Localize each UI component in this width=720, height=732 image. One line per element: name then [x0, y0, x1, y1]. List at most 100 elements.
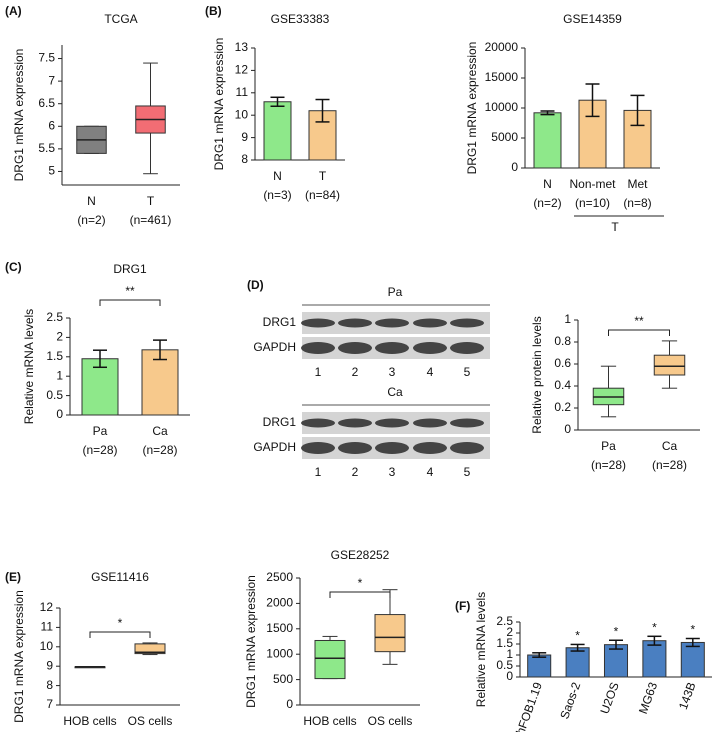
- panel-label: (D): [247, 278, 264, 292]
- significance-bracket: [329, 591, 391, 598]
- box: [653, 354, 686, 376]
- y-tick-label: 7: [48, 73, 55, 87]
- y-tick-label: 1500: [266, 621, 293, 635]
- y-axis-label: DRG1 mRNA expression: [465, 42, 479, 175]
- chart-title: GSE14359: [563, 12, 622, 26]
- lane-label: 5: [464, 365, 471, 379]
- chart-title: GSE33383: [271, 12, 330, 26]
- band: [413, 318, 447, 328]
- y-tick-label: 2.5: [496, 614, 513, 628]
- bar-annotation: *: [575, 629, 580, 643]
- significance-bracket: [608, 329, 670, 336]
- lane-label: 2: [352, 365, 359, 379]
- lane-label: 2: [352, 465, 359, 479]
- y-tick-label: 1: [564, 312, 571, 326]
- x-tick-label: 143B: [676, 680, 699, 711]
- y-tick-label: 5000: [491, 130, 518, 144]
- y-tick-label: 8: [46, 678, 53, 692]
- x-tick-label: HOB cells: [303, 714, 356, 728]
- bar: [680, 641, 705, 678]
- y-tick-label: 0.5: [46, 388, 63, 402]
- x-tick-label: MG63: [636, 680, 660, 716]
- significance: *: [118, 616, 123, 630]
- x-tick-label: hFOB1.19: [513, 680, 545, 732]
- y-tick-label: 11: [236, 85, 249, 99]
- category-note: (n=28): [82, 443, 117, 457]
- y-tick-label: 1: [506, 647, 513, 661]
- lane-label: 3: [389, 365, 396, 379]
- band: [450, 418, 484, 428]
- category-note: (n=84): [305, 188, 340, 202]
- y-tick-label: 0: [511, 160, 518, 174]
- y-tick-label: 11: [41, 620, 54, 634]
- bar: [263, 101, 292, 161]
- group-name: Ca: [387, 385, 403, 399]
- box: [374, 614, 406, 653]
- x-tick-label: U2OS: [597, 680, 621, 716]
- bar: [533, 112, 562, 169]
- y-tick-label: 2.5: [46, 310, 63, 324]
- category-note: (n=3): [263, 188, 291, 202]
- lane-label: 1: [315, 365, 322, 379]
- x-tick-label: Non-met: [569, 177, 616, 191]
- significance: **: [634, 314, 644, 328]
- band: [375, 442, 409, 454]
- band: [450, 442, 484, 454]
- group-label: T: [611, 220, 619, 234]
- band: [413, 418, 447, 428]
- y-tick-label: 0.5: [496, 658, 513, 672]
- panel-label: (E): [5, 570, 21, 584]
- y-tick-label: 0: [286, 697, 293, 711]
- x-tick-label: OS cells: [128, 714, 173, 728]
- band: [450, 318, 484, 328]
- y-axis-label: Relative mRNA levels: [474, 592, 488, 707]
- x-tick-label: T: [319, 169, 327, 183]
- y-tick-label: 6: [48, 118, 55, 132]
- category-note: (n=2): [77, 213, 105, 227]
- y-tick-label: 8: [241, 152, 248, 166]
- y-tick-label: 12: [40, 600, 54, 614]
- bar: [141, 349, 179, 416]
- category-note: (n=461): [130, 213, 172, 227]
- band: [375, 418, 409, 428]
- bar-annotation: *: [614, 624, 619, 638]
- y-tick-label: 7: [46, 697, 53, 711]
- band: [338, 318, 372, 328]
- y-tick-label: 6.5: [38, 96, 55, 110]
- y-tick-label: 0: [56, 407, 63, 421]
- panel-label: (C): [5, 260, 22, 274]
- y-tick-label: 0.4: [554, 378, 571, 392]
- y-tick-label: 9: [46, 658, 53, 672]
- row-label: DRG1: [263, 315, 297, 329]
- y-axis-label: Relative protein levels: [530, 316, 544, 433]
- y-tick-label: 9: [241, 130, 248, 144]
- bar: [642, 640, 667, 678]
- x-tick-label: Pa: [601, 439, 616, 453]
- x-tick-label: Met: [627, 177, 648, 191]
- panel-label: (F): [455, 599, 470, 613]
- y-tick-label: 0.6: [554, 356, 571, 370]
- bar-annotation: *: [652, 620, 657, 634]
- y-tick-label: 500: [273, 672, 293, 686]
- significance: **: [125, 284, 135, 298]
- row-label: DRG1: [263, 415, 297, 429]
- y-tick-label: 10000: [485, 100, 519, 114]
- x-tick-label: HOB cells: [63, 714, 116, 728]
- y-tick-label: 7.5: [38, 51, 55, 65]
- category-note: (n=8): [623, 196, 651, 210]
- x-tick-label: N: [273, 169, 282, 183]
- bar: [527, 654, 552, 678]
- significance-bracket: [89, 631, 151, 638]
- category-note: (n=10): [575, 196, 610, 210]
- y-tick-label: 0: [506, 669, 513, 683]
- panel-label: (B): [205, 4, 222, 18]
- y-tick-label: 10: [235, 107, 249, 121]
- y-tick-label: 1000: [266, 646, 293, 660]
- band: [338, 342, 372, 354]
- category-note: (n=28): [652, 458, 687, 472]
- x-tick-label: Ca: [662, 439, 678, 453]
- chart-title: DRG1: [113, 262, 147, 276]
- y-tick-label: 5.5: [38, 141, 55, 155]
- y-axis-label: DRG1 mRNA expression: [212, 38, 226, 171]
